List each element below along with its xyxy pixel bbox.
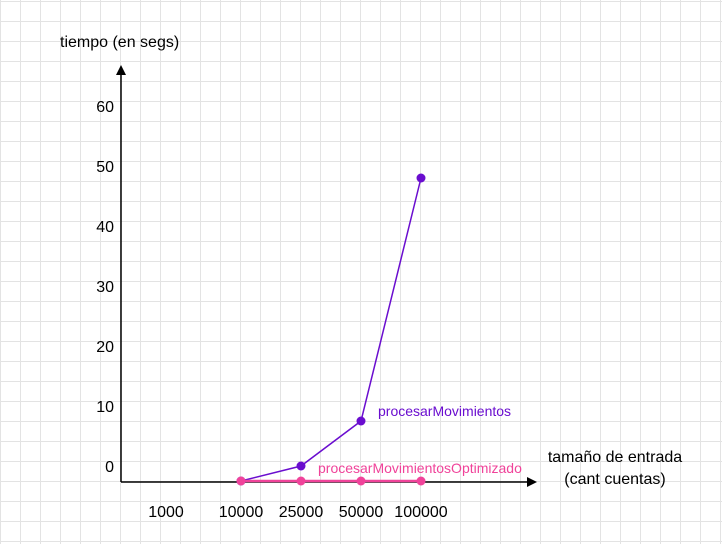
series: procesarMovimientos procesarMovimientosOp… (236, 173, 522, 486)
x-tick-label: 50000 (339, 504, 384, 521)
x-axis-label-line-1: tamaño de entrada (548, 449, 682, 466)
x-tick-label: 100000 (394, 504, 447, 521)
series-line (240, 177, 422, 482)
x-tick-label: 10000 (219, 504, 264, 521)
series-point (356, 416, 366, 426)
y-tick-label: 60 (96, 99, 114, 116)
series-label: procesarMovimientos (378, 403, 511, 419)
series-point (296, 476, 306, 486)
series-point (416, 173, 426, 183)
series-point (236, 476, 246, 486)
y-axis-label: tiempo (en segs) (60, 34, 179, 51)
y-tick-label: 50 (96, 159, 114, 176)
y-tick-label: 30 (96, 279, 114, 296)
y-tick-labels: 0 10 20 30 40 50 60 (96, 99, 114, 476)
series-point (416, 476, 426, 486)
series-point (356, 476, 366, 486)
x-axis-label-line-2: (cant cuentas) (564, 471, 665, 488)
x-tick-label: 1000 (148, 504, 184, 521)
series-point (296, 461, 306, 471)
y-tick-label: 0 (105, 459, 114, 476)
y-tick-label: 20 (96, 339, 114, 356)
series-label: procesarMovimientosOptimizado (318, 460, 522, 476)
x-tick-labels: 1000 10000 25000 50000 100000 (148, 504, 448, 521)
x-tick-label: 25000 (279, 504, 324, 521)
y-tick-label: 40 (96, 219, 114, 236)
y-tick-label: 10 (96, 399, 114, 416)
